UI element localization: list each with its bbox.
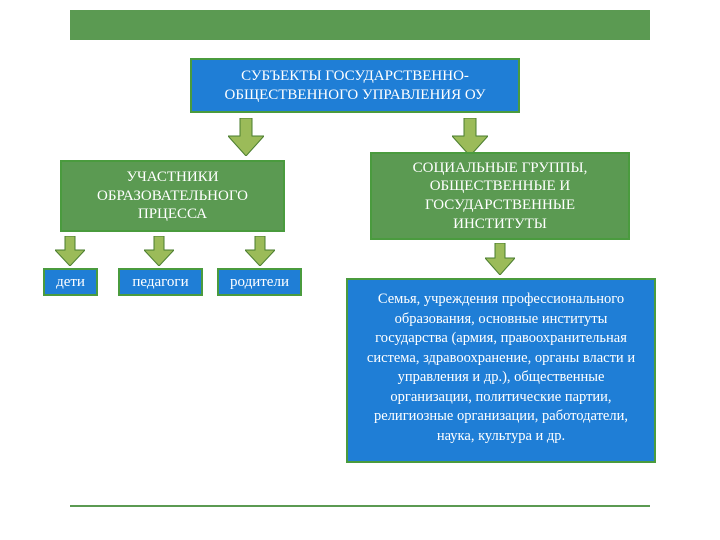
- left-label: УЧАСТНИКИ ОБРАЗОВАТЕЛЬНОГО ПРЦЕССА: [70, 168, 275, 224]
- accent-top-bar: [70, 10, 650, 40]
- child-2-label: педагоги: [132, 273, 188, 292]
- accent-bottom-line: [70, 505, 650, 507]
- right-node: СОЦИАЛЬНЫЕ ГРУППЫ, ОБЩЕСТВЕННЫЕ И ГОСУДА…: [370, 152, 630, 240]
- arrow-left-child3: [245, 236, 275, 266]
- arrow-left-child2: [144, 236, 174, 266]
- child-3-label: родители: [230, 273, 289, 292]
- child-node-2: педагоги: [118, 268, 203, 296]
- left-node: УЧАСТНИКИ ОБРАЗОВАТЕЛЬНОГО ПРЦЕССА: [60, 160, 285, 232]
- arrow-root-left: [228, 118, 264, 156]
- arrow-right-desc: [485, 243, 515, 275]
- child-1-label: дети: [56, 273, 85, 292]
- child-node-1: дети: [43, 268, 98, 296]
- root-label: СУБЪЕКТЫ ГОСУДАРСТВЕННО-ОБЩЕСТВЕННОГО УП…: [200, 67, 510, 105]
- right-label: СОЦИАЛЬНЫЕ ГРУППЫ, ОБЩЕСТВЕННЫЕ И ГОСУДА…: [380, 159, 620, 234]
- description-label: Семья, учреждения профессионального обра…: [367, 291, 635, 444]
- child-node-3: родители: [217, 268, 302, 296]
- root-node: СУБЪЕКТЫ ГОСУДАРСТВЕННО-ОБЩЕСТВЕННОГО УП…: [190, 58, 520, 113]
- arrow-root-right: [452, 118, 488, 156]
- arrow-left-child1: [55, 236, 85, 266]
- description-node: Семья, учреждения профессионального обра…: [346, 278, 656, 463]
